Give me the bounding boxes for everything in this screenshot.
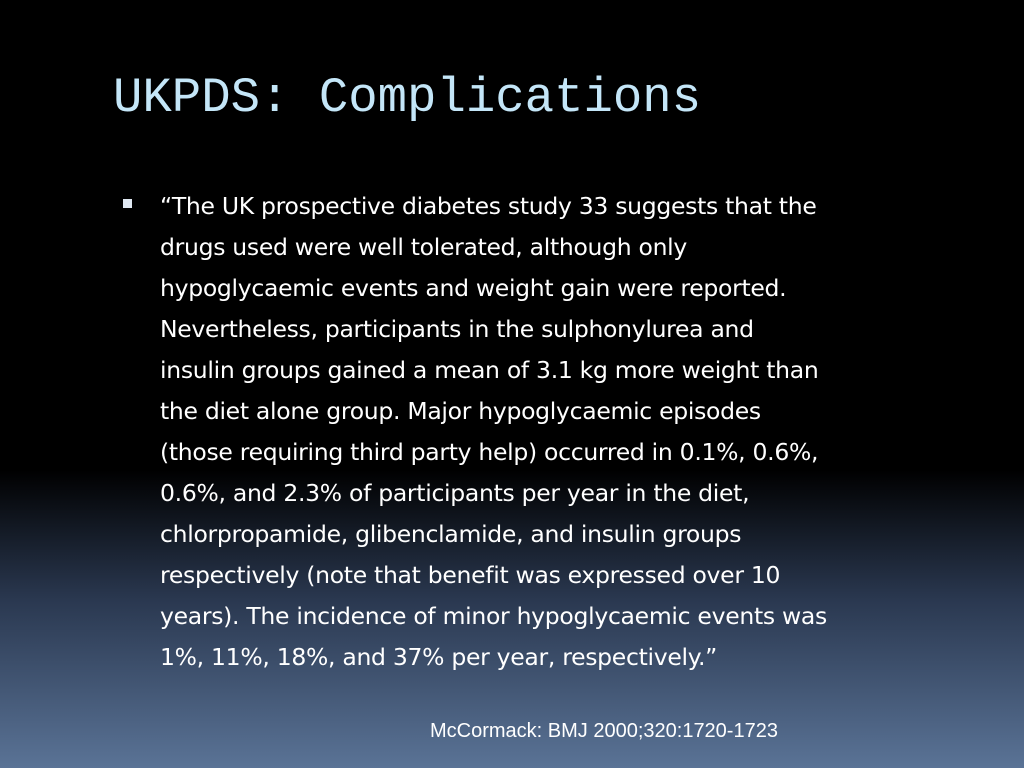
- text-line: insulin groups gained a mean of 3.1 kg m…: [160, 356, 819, 384]
- text-line: the diet alone group. Major hypoglycaemi…: [160, 397, 761, 425]
- text-line: respectively (note that benefit was expr…: [160, 561, 781, 589]
- text-line: (those requiring third party help) occur…: [160, 438, 819, 466]
- citation: McCormack: BMJ 2000;320:1720-1723: [430, 720, 778, 742]
- text-line: hypoglycaemic events and weight gain wer…: [160, 274, 787, 302]
- text-line: Nevertheless, participants in the sulpho…: [160, 315, 754, 343]
- text-line: 1%, 11%, 18%, and 37% per year, respecti…: [160, 643, 718, 671]
- text-line: drugs used were well tolerated, although…: [160, 233, 688, 261]
- slide-title: UKPDS: Complications: [113, 70, 702, 126]
- bullet-marker: [123, 199, 132, 208]
- text-line: chlorpropamide, glibenclamide, and insul…: [160, 520, 742, 548]
- text-line: “The UK prospective diabetes study 33 su…: [160, 192, 817, 220]
- text-line: 0.6%, and 2.3% of participants per year …: [160, 479, 750, 507]
- bullet-text: “The UK prospective diabetes study 33 su…: [160, 186, 827, 678]
- text-line: years). The incidence of minor hypoglyca…: [160, 602, 827, 630]
